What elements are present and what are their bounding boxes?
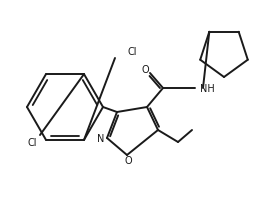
- Text: Cl: Cl: [128, 47, 137, 57]
- Text: O: O: [124, 156, 132, 166]
- Text: O: O: [141, 65, 149, 75]
- Text: NH: NH: [200, 84, 215, 94]
- Text: N: N: [97, 134, 105, 144]
- Text: Cl: Cl: [28, 138, 37, 148]
